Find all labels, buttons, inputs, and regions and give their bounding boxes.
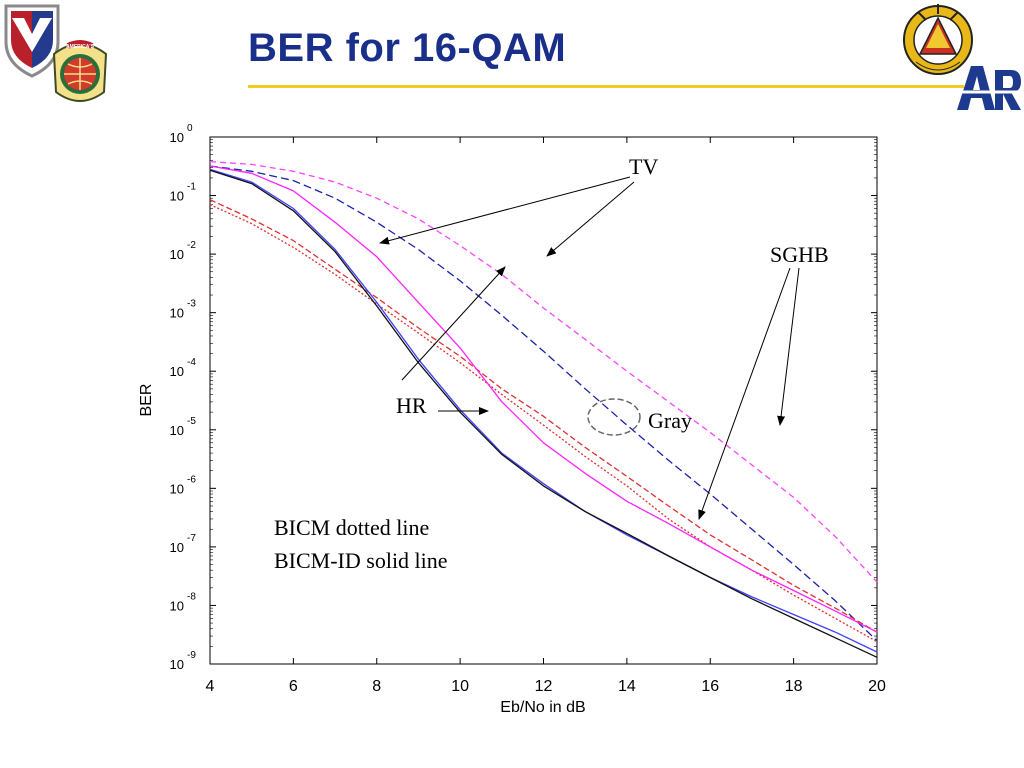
y-tick-base: 10 <box>170 481 184 496</box>
y-tick-exponent: -8 <box>187 591 196 602</box>
x-tick-label: 18 <box>785 678 803 695</box>
x-tick-label: 14 <box>618 678 636 695</box>
arrow-sghb-upper <box>777 267 800 426</box>
y-tick-label: 10-3 <box>170 299 197 321</box>
arsenal-seal-logo: AMERICA'S <box>52 40 108 102</box>
y-tick-exponent: 0 <box>187 123 193 134</box>
arrow-hr-up <box>401 266 506 381</box>
series-line-2 <box>209 199 878 633</box>
x-tick-label: 8 <box>372 678 381 695</box>
annotation-tv-label: TV <box>629 154 658 179</box>
series-line-3 <box>209 204 878 643</box>
legend-note-bicm-id: BICM-ID solid line <box>274 548 448 573</box>
y-tick-base: 10 <box>170 657 184 672</box>
series-line-4 <box>209 165 878 633</box>
y-tick-label: 10-2 <box>170 240 197 262</box>
technology-to-win-seal <box>903 4 973 75</box>
y-tick-exponent: -3 <box>187 299 196 310</box>
y-tick-label: 10-5 <box>170 416 197 438</box>
y-tick-exponent: -6 <box>187 474 196 485</box>
arrow-sghb-lower <box>698 267 791 520</box>
annotation-hr-label: HR <box>396 393 427 418</box>
y-tick-label: 10-1 <box>170 182 197 204</box>
legend-note-bicm: BICM dotted line <box>274 515 429 540</box>
series-layer <box>209 160 878 658</box>
y-tick-base: 10 <box>170 423 184 438</box>
y-axis-label: BER <box>138 384 155 417</box>
y-tick-exponent: -4 <box>187 357 196 368</box>
plot-area <box>209 136 878 665</box>
y-tick-exponent: -1 <box>187 182 196 193</box>
x-tick-label: 4 <box>206 678 215 695</box>
y-tick-label: 10-6 <box>170 474 197 496</box>
y-tick-label: 100 <box>170 123 193 145</box>
svg-text:AMERICA'S: AMERICA'S <box>66 44 95 50</box>
y-tick-base: 10 <box>170 306 184 321</box>
y-tick-base: 10 <box>170 364 184 379</box>
y-tick-label: 10-8 <box>170 591 197 613</box>
y-tick-base: 10 <box>170 189 184 204</box>
annotation-tv: TV <box>379 154 658 257</box>
series-line-5 <box>209 168 878 653</box>
y-tick-label: 10-9 <box>170 650 197 672</box>
y-tick-exponent: -7 <box>187 533 196 544</box>
title-rule <box>248 85 964 88</box>
x-axis-ticks: 4 6 8 10 12 14 16 18 20 <box>206 137 886 695</box>
x-axis-label: Eb/No in dB <box>500 699 585 716</box>
army-shield-logo <box>4 4 60 78</box>
arl-logo <box>957 66 1021 110</box>
annotation-hr: HR <box>396 266 506 418</box>
arrow-tv-right <box>546 181 635 257</box>
y-tick-label: 10-4 <box>170 357 197 379</box>
slide-title: BER for 16-QAM <box>248 26 567 70</box>
minor-ticks <box>210 139 877 647</box>
x-tick-label: 12 <box>535 678 553 695</box>
y-tick-base: 10 <box>170 247 184 262</box>
annotation-sghb-label: SGHB <box>770 242 829 267</box>
x-tick-label: 16 <box>701 678 719 695</box>
x-tick-label: 10 <box>451 678 469 695</box>
y-tick-base: 10 <box>170 540 184 555</box>
y-tick-base: 10 <box>170 598 184 613</box>
arrow-tv-left <box>379 176 631 245</box>
y-tick-exponent: -2 <box>187 240 196 251</box>
x-tick-label: 6 <box>289 678 298 695</box>
y-tick-base: 10 <box>170 130 184 145</box>
x-tick-label: 20 <box>868 678 886 695</box>
annotation-gray: Gray <box>587 398 692 436</box>
gray-ellipse <box>587 398 641 436</box>
series-line-6 <box>209 169 878 658</box>
series-line-0 <box>209 160 878 583</box>
y-tick-exponent: -5 <box>187 416 196 427</box>
y-tick-exponent: -9 <box>187 650 196 661</box>
annotation-sghb: SGHB <box>698 242 829 520</box>
series-line-1 <box>209 165 878 642</box>
annotation-gray-label: Gray <box>648 408 692 433</box>
y-tick-label: 10-7 <box>170 533 197 555</box>
